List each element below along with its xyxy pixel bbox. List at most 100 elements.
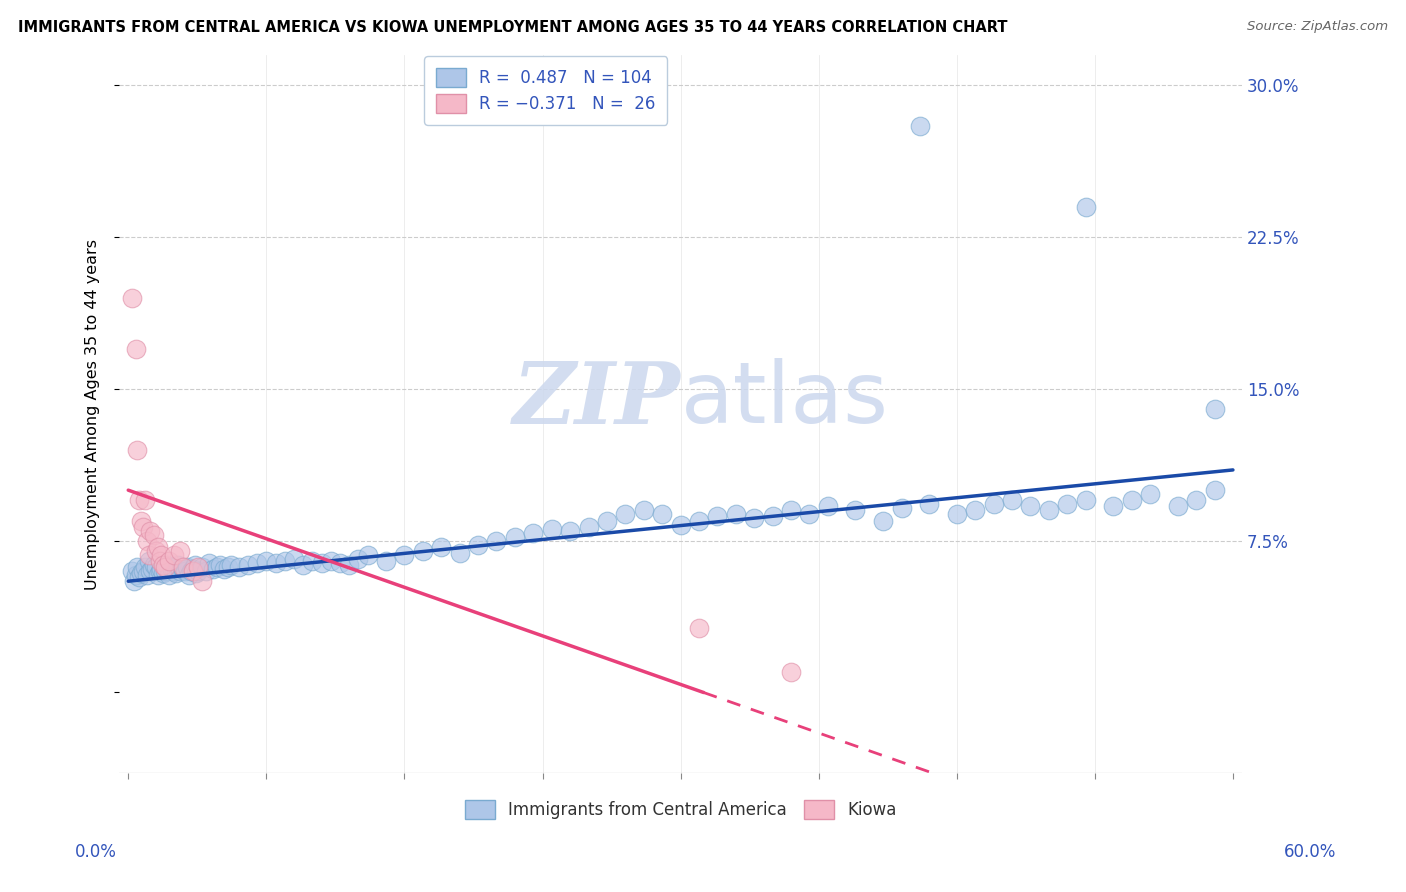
Point xyxy=(169,544,191,558)
Point xyxy=(186,566,208,581)
Point xyxy=(236,558,259,572)
Point xyxy=(688,621,710,635)
Point xyxy=(148,564,170,578)
Point xyxy=(412,544,434,558)
Point xyxy=(945,508,967,522)
Point xyxy=(1204,402,1226,417)
Point xyxy=(844,503,866,517)
Point xyxy=(173,562,195,576)
Point xyxy=(983,497,1005,511)
Point xyxy=(503,530,526,544)
Point xyxy=(264,556,287,570)
Point xyxy=(1185,493,1208,508)
Point xyxy=(762,509,785,524)
Point xyxy=(201,562,224,576)
Point xyxy=(162,562,184,576)
Point xyxy=(173,560,195,574)
Point xyxy=(221,558,243,572)
Point xyxy=(181,562,204,576)
Point xyxy=(1019,500,1042,514)
Point xyxy=(138,554,160,568)
Point xyxy=(167,558,190,572)
Point xyxy=(1204,483,1226,498)
Point xyxy=(169,564,191,578)
Point xyxy=(129,514,152,528)
Point xyxy=(139,524,162,538)
Point xyxy=(153,564,176,578)
Point xyxy=(124,568,146,582)
Y-axis label: Unemployment Among Ages 35 to 44 years: Unemployment Among Ages 35 to 44 years xyxy=(86,239,100,590)
Point xyxy=(150,548,173,562)
Point xyxy=(157,568,180,582)
Point xyxy=(205,560,228,574)
Point xyxy=(228,560,250,574)
Point xyxy=(181,564,204,578)
Point xyxy=(872,514,894,528)
Point xyxy=(467,538,489,552)
Point xyxy=(394,548,416,562)
Point xyxy=(174,564,197,578)
Point xyxy=(153,560,176,574)
Point xyxy=(356,548,378,562)
Point xyxy=(159,560,181,574)
Point xyxy=(1139,487,1161,501)
Point xyxy=(890,501,912,516)
Point xyxy=(121,291,143,305)
Text: 60.0%: 60.0% xyxy=(1284,843,1337,861)
Point xyxy=(578,519,600,533)
Point xyxy=(187,560,209,574)
Point xyxy=(1121,493,1143,508)
Point xyxy=(522,525,544,540)
Point xyxy=(127,442,149,457)
Point xyxy=(965,503,987,517)
Point xyxy=(129,566,152,581)
Point xyxy=(1102,500,1125,514)
Point xyxy=(724,508,747,522)
Point xyxy=(150,562,173,576)
Point xyxy=(485,533,508,548)
Point xyxy=(799,508,821,522)
Point xyxy=(132,519,155,533)
Point xyxy=(651,508,673,522)
Point xyxy=(148,554,170,568)
Point xyxy=(254,554,277,568)
Point xyxy=(217,560,239,574)
Point xyxy=(143,558,166,572)
Point xyxy=(122,574,145,589)
Point xyxy=(1038,503,1060,517)
Point xyxy=(177,568,200,582)
Point xyxy=(138,548,160,562)
Point xyxy=(198,556,221,570)
Point xyxy=(212,562,235,576)
Point xyxy=(596,514,619,528)
Text: 0.0%: 0.0% xyxy=(75,843,117,861)
Point xyxy=(152,558,174,572)
Point xyxy=(274,554,297,568)
Point xyxy=(1056,497,1078,511)
Point xyxy=(180,564,202,578)
Point xyxy=(132,564,155,578)
Point xyxy=(780,503,803,517)
Point xyxy=(301,554,323,568)
Point xyxy=(375,554,398,568)
Point xyxy=(540,522,562,536)
Point xyxy=(817,500,839,514)
Point xyxy=(128,493,150,508)
Point xyxy=(614,508,637,522)
Point xyxy=(183,558,205,572)
Point xyxy=(157,554,180,568)
Point xyxy=(319,554,342,568)
Point xyxy=(209,558,232,572)
Point xyxy=(134,493,156,508)
Point xyxy=(143,527,166,541)
Point xyxy=(145,544,167,558)
Point xyxy=(1074,200,1097,214)
Point xyxy=(170,560,193,574)
Point xyxy=(669,517,692,532)
Point xyxy=(283,552,305,566)
Point xyxy=(558,524,581,538)
Point xyxy=(337,558,360,572)
Point xyxy=(121,564,143,578)
Point xyxy=(1167,500,1189,514)
Point xyxy=(176,560,198,574)
